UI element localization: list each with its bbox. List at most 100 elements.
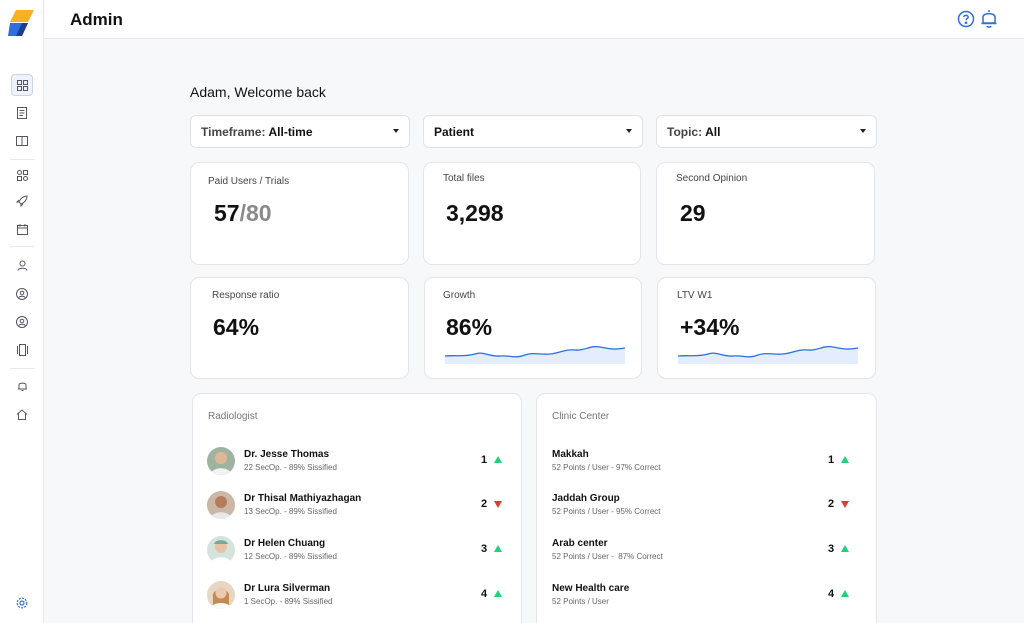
card-label: Total files [443, 173, 485, 184]
rank-number: 3 [828, 543, 835, 555]
response-ratio-card[interactable]: Response ratio 64% [190, 277, 409, 379]
list-item[interactable]: Dr Helen Chuang 12 SecOp. - 89% Sissifie… [207, 536, 507, 566]
ltv-sparkline [678, 345, 858, 364]
logo-icon[interactable] [8, 10, 36, 36]
topic-select[interactable]: Topic: All [656, 115, 877, 148]
rank-number: 4 [481, 588, 488, 600]
row-name: Dr. Jesse Thomas [244, 449, 330, 460]
topic-label: Topic: [667, 124, 703, 139]
device-icon [16, 344, 28, 356]
list-item[interactable]: Dr Thisal Mathiyazhagan 13 SecOp. - 89% … [207, 491, 507, 521]
nav-apps[interactable] [11, 164, 33, 186]
card-value: 86% [446, 314, 493, 340]
second-opinion-card[interactable]: Second Opinion 29 [656, 162, 875, 265]
row-subtitle: 52 Points / User - 87% Correct [552, 552, 663, 561]
bell-icon [17, 382, 27, 391]
trend-up-icon [841, 545, 849, 552]
card-value: 29 [680, 200, 706, 226]
card-value: +34% [680, 314, 740, 340]
nav-user[interactable] [11, 254, 33, 276]
rank-number: 4 [828, 588, 835, 600]
sidebar [0, 0, 44, 623]
bell-icon [981, 10, 997, 28]
trend-down-icon [841, 501, 849, 508]
row-subtitle: 22 SecOp. - 89% Sissified [244, 463, 337, 472]
nav-launch[interactable] [11, 190, 33, 212]
calendar-icon [16, 223, 28, 235]
nav-profile[interactable] [11, 283, 33, 305]
row-name: Makkah [552, 449, 589, 460]
row-name: New Health care [552, 583, 630, 594]
avatar [207, 581, 235, 609]
patient-value: Patient [434, 124, 475, 139]
rank-number: 1 [481, 454, 488, 466]
total-files-card[interactable]: Total files 3,298 [423, 162, 641, 265]
patient-select[interactable]: Patient [423, 115, 643, 148]
row-name: Arab center [552, 538, 608, 549]
nav-notifications[interactable] [11, 375, 33, 397]
panel-title: Radiologist [208, 411, 258, 422]
trend-up-icon [494, 456, 502, 463]
list-item[interactable]: Makkah 52 Points / User - 97% Correct 1 [552, 447, 852, 477]
timeframe-select[interactable]: Timeframe: All-time [190, 115, 410, 148]
growth-card[interactable]: Growth 86% [424, 277, 642, 379]
dashboard-icon [16, 79, 28, 91]
nav-accounts[interactable] [11, 311, 33, 333]
row-subtitle: 1 SecOp. - 89% Sissified [244, 597, 333, 606]
row-name: Jaddah Group [552, 493, 620, 504]
paid-users-card[interactable]: Paid Users / Trials 57/80 [190, 162, 409, 265]
trend-up-icon [841, 456, 849, 463]
grid-icon [16, 169, 28, 181]
home-icon [16, 408, 28, 420]
nav-dashboard[interactable] [11, 74, 33, 96]
card-label: Growth [443, 290, 476, 301]
rank-number: 2 [828, 498, 835, 510]
chevron-down-icon [393, 129, 399, 133]
rocket-icon [16, 195, 28, 207]
rank-number: 3 [481, 543, 488, 555]
user-circle-icon [16, 316, 28, 328]
topic-value: All [705, 124, 721, 139]
rank-number: 2 [481, 498, 488, 510]
row-subtitle: 52 Points / User - 97% Correct [552, 463, 661, 472]
avatar [207, 447, 235, 475]
nav-documents[interactable] [11, 102, 33, 124]
nav-book[interactable] [11, 130, 33, 152]
avatar [207, 536, 235, 564]
welcome-message: Adam, Welcome back [190, 84, 326, 100]
panel-title: Clinic Center [552, 411, 610, 422]
rank-number: 1 [828, 454, 835, 466]
nav-settings[interactable] [11, 592, 33, 614]
list-item[interactable]: Dr Lura Silverman 1 SecOp. - 89% Sissifi… [207, 581, 507, 611]
notifications-button[interactable] [980, 9, 998, 29]
list-item[interactable]: Jaddah Group 52 Points / User - 95% Corr… [552, 491, 852, 521]
trend-up-icon [841, 590, 849, 597]
book-icon [16, 136, 28, 146]
paid-users-value: 57 [214, 200, 240, 226]
list-item[interactable]: New Health care 52 Points / User 4 [552, 581, 852, 611]
gear-icon [16, 597, 28, 609]
card-label: Second Opinion [676, 173, 748, 184]
help-button[interactable] [957, 10, 975, 28]
user-circle-icon [16, 288, 28, 300]
nav-home[interactable] [11, 403, 33, 425]
list-item[interactable]: Dr. Jesse Thomas 22 SecOp. - 89% Sissifi… [207, 447, 507, 477]
nav-devices[interactable] [11, 339, 33, 361]
chevron-down-icon [626, 129, 632, 133]
list-item[interactable]: Arab center 52 Points / User - 87% Corre… [552, 536, 852, 566]
avatar [207, 491, 235, 519]
radiologist-panel: Radiologist Dr. Jesse Thomas 22 SecOp. -… [192, 393, 522, 623]
ltv-card[interactable]: LTV W1 +34% [657, 277, 876, 379]
trend-up-icon [494, 545, 502, 552]
page-title: Admin [70, 10, 123, 29]
row-subtitle: 52 Points / User - 95% Correct [552, 507, 661, 516]
card-label: Paid Users / Trials [208, 176, 290, 187]
top-header: Admin [44, 0, 1024, 39]
row-name: Dr Helen Chuang [244, 538, 326, 549]
help-icon [957, 10, 975, 28]
row-name: Dr Thisal Mathiyazhagan [244, 493, 362, 504]
row-name: Dr Lura Silverman [244, 583, 331, 594]
chevron-down-icon [860, 129, 866, 133]
nav-calendar[interactable] [11, 218, 33, 240]
card-value: 3,298 [446, 200, 504, 226]
